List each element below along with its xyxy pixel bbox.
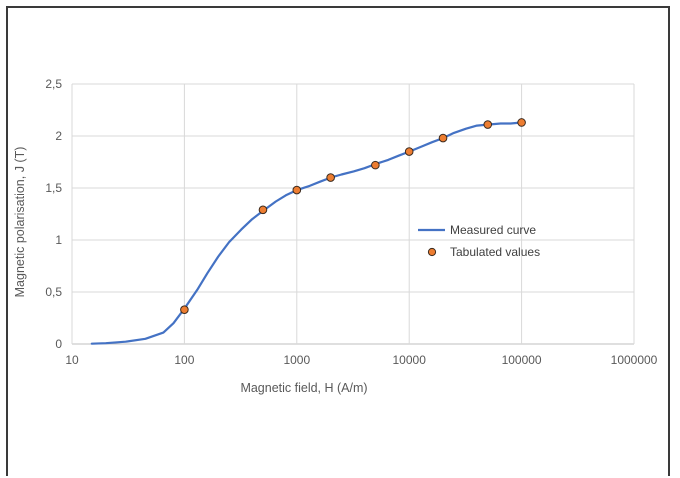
y-tick-label: 2,5 — [45, 77, 62, 91]
y-tick-label: 2 — [55, 129, 62, 143]
legend: Measured curve Tabulated values — [418, 223, 540, 259]
legend-label-tabulated-values: Tabulated values — [450, 245, 540, 259]
legend-swatch-tabulated-values — [427, 247, 437, 257]
x-tick-label: 1000000 — [611, 353, 658, 367]
x-tick-label: 100000 — [502, 353, 542, 367]
data-point-tabulated — [483, 120, 493, 129]
x-tick-label: 100 — [174, 353, 194, 367]
x-tick-label: 1000 — [283, 353, 310, 367]
data-point-tabulated — [180, 305, 189, 314]
y-tick-label: 0,5 — [45, 285, 62, 299]
x-tick-label: 10000 — [393, 353, 427, 367]
data-point-tabulated — [517, 118, 526, 127]
chart-frame: 0 0,5 1 1,5 2 2,5 10 100 1000 10000 100000 1000000… — [6, 6, 670, 476]
data-point-tabulated — [258, 205, 268, 215]
data-point-tabulated — [326, 173, 335, 182]
legend-label-measured-curve: Measured curve — [450, 223, 536, 237]
y-tick-label: 0 — [55, 337, 62, 351]
data-point-tabulated — [292, 185, 302, 195]
data-point-tabulated — [404, 147, 414, 156]
x-tick-label: 10 — [65, 353, 79, 367]
y-axis-label: Magnetic polarisation, J (T) — [13, 147, 27, 298]
y-tick-label: 1 — [55, 233, 62, 247]
data-point-tabulated — [438, 133, 448, 143]
y-tick-label: 1,5 — [45, 181, 62, 195]
data-point-tabulated — [371, 160, 380, 170]
x-axis-label: Magnetic field, H (A/m) — [240, 381, 367, 395]
chart-svg: 0 0,5 1 1,5 2 2,5 10 100 1000 10000 100000 1000000… — [13, 77, 658, 395]
